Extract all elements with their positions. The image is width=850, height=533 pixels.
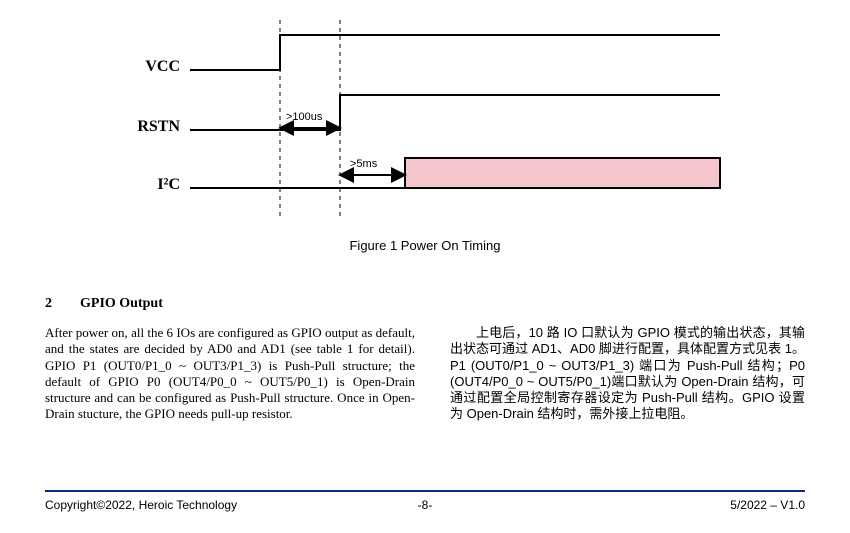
label-i2c: I²C	[120, 176, 180, 194]
power-on-timing-diagram: >100us >5ms VCC RSTN I²C	[190, 20, 730, 220]
section-number: 2	[45, 296, 52, 312]
label-rstn: RSTN	[120, 118, 180, 136]
delay-i2c-text: >5ms	[350, 158, 378, 170]
paragraph-english: After power on, all the 6 IOs are config…	[45, 325, 415, 423]
paragraph-chinese: 上电后，10 路 IO 口默认为 GPIO 模式的输出状态，其输出状态可通过 A…	[450, 325, 805, 423]
delay-rstn-text: >100us	[286, 111, 323, 123]
footer-rule	[45, 490, 805, 492]
footer-center: -8-	[0, 498, 850, 512]
section-title: GPIO Output	[80, 296, 163, 312]
label-vcc: VCC	[120, 58, 180, 76]
figure-caption: Figure 1 Power On Timing	[0, 238, 850, 253]
footer-right: 5/2022 – V1.0	[730, 498, 805, 512]
